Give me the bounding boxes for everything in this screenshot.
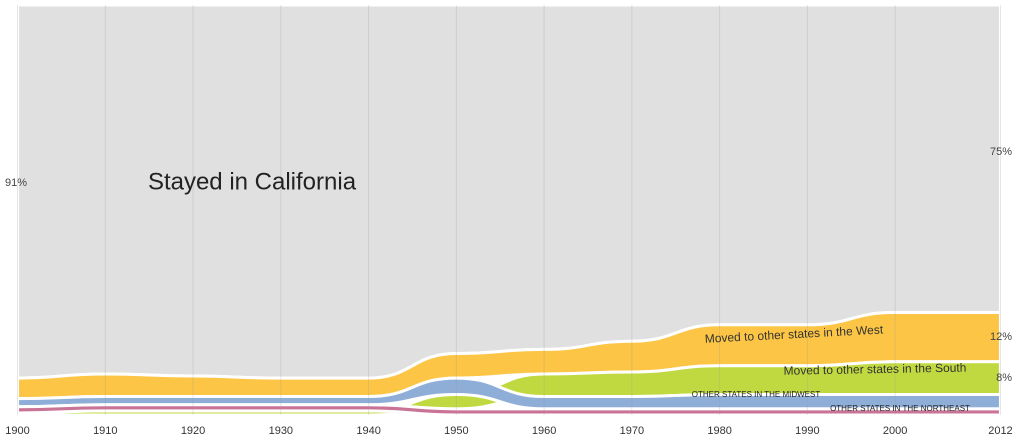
x-tick-label: 1980 [707, 425, 731, 437]
x-tick-label: 1900 [5, 425, 29, 437]
x-tick-label: 1960 [532, 425, 556, 437]
x-tick-label: 1990 [795, 425, 819, 437]
x-tick-label: 1950 [444, 425, 468, 437]
value-label: 75% [990, 146, 1012, 158]
value-label: 91% [5, 177, 27, 189]
x-tick-label: 2012 [988, 425, 1012, 437]
series-label: OTHER STATES IN THE NORTHEAST [830, 404, 970, 413]
x-tick-label: 2000 [883, 425, 907, 437]
x-tick-label: 1930 [269, 425, 293, 437]
series-label: Moved to other states in the South [783, 361, 966, 378]
series-label: OTHER STATES IN THE MIDWEST [692, 390, 821, 399]
x-tick-label: 1910 [93, 425, 117, 437]
x-tick-label: 1970 [620, 425, 644, 437]
value-label: 8% [996, 372, 1012, 384]
x-tick-label: 1940 [356, 425, 380, 437]
value-label: 12% [990, 331, 1012, 343]
series-label: Stayed in California [148, 168, 357, 195]
stream-band [16, 403, 1002, 417]
x-tick-label: 1920 [181, 425, 205, 437]
